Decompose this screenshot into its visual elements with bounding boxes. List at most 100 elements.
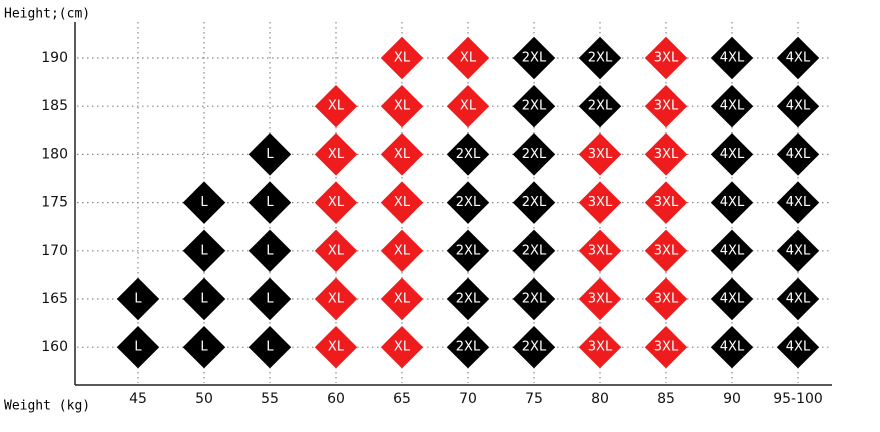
size-label: XL — [328, 340, 345, 355]
size-label: 3XL — [588, 292, 613, 307]
x-axis-title: Weight (kg) — [4, 399, 90, 414]
size-label: 3XL — [654, 99, 679, 114]
x-tick-label: 65 — [393, 391, 411, 407]
size-label: XL — [394, 340, 411, 355]
size-diamond — [380, 181, 424, 224]
y-tick-label: 185 — [41, 98, 68, 114]
size-label: XL — [394, 243, 411, 258]
size-label: 2XL — [456, 340, 481, 355]
size-label: XL — [328, 292, 345, 307]
size-diamond — [116, 325, 160, 369]
size-label: 4XL — [720, 292, 745, 307]
size-label: 4XL — [720, 195, 745, 210]
size-label: L — [266, 340, 274, 355]
x-tick-label: 55 — [261, 391, 279, 407]
y-tick-label: 170 — [41, 243, 68, 259]
x-tick-label: 75 — [525, 391, 543, 407]
size-label: 2XL — [456, 243, 481, 258]
size-diamond — [380, 325, 424, 369]
size-label: 4XL — [720, 147, 745, 162]
size-label: XL — [394, 292, 411, 307]
size-label: XL — [460, 51, 477, 66]
y-tick-label: 180 — [41, 146, 68, 162]
size-label: 2XL — [522, 292, 547, 307]
size-diamond — [446, 325, 490, 369]
size-label: XL — [394, 99, 411, 114]
size-label: 2XL — [522, 340, 547, 355]
size-label: 3XL — [654, 340, 679, 355]
size-diamond — [314, 277, 358, 321]
x-tick-label: 80 — [591, 391, 609, 407]
size-label: 4XL — [786, 243, 811, 258]
x-tick-label: 85 — [657, 391, 675, 407]
size-diamond — [314, 133, 358, 176]
size-label: 4XL — [786, 195, 811, 210]
size-label: 2XL — [456, 195, 481, 210]
size-label: 2XL — [456, 292, 481, 307]
size-diamond — [380, 277, 424, 321]
size-label: XL — [394, 147, 411, 162]
size-label: 4XL — [720, 99, 745, 114]
x-tick-label: 60 — [327, 391, 345, 407]
size-label: 3XL — [654, 243, 679, 258]
size-label: L — [200, 195, 208, 210]
size-label: 3XL — [654, 147, 679, 162]
size-label: 3XL — [588, 147, 613, 162]
size-diamond — [248, 181, 292, 224]
size-diamond — [182, 325, 226, 369]
x-tick-label: 45 — [129, 391, 147, 407]
size-label: 2XL — [588, 99, 613, 114]
size-label: 3XL — [588, 340, 613, 355]
size-diamond — [446, 36, 490, 80]
x-tick-label: 70 — [459, 391, 477, 407]
size-label: 2XL — [522, 99, 547, 114]
y-tick-label: 165 — [41, 291, 68, 307]
size-label: 3XL — [588, 243, 613, 258]
size-label: XL — [394, 51, 411, 66]
size-label: XL — [328, 243, 345, 258]
size-diamond — [380, 84, 424, 128]
y-tick-label: 190 — [41, 50, 68, 66]
size-label: L — [266, 147, 274, 162]
size-diamond — [380, 133, 424, 176]
size-label: 4XL — [720, 51, 745, 66]
size-label: 4XL — [786, 340, 811, 355]
size-label: L — [200, 292, 208, 307]
size-label: 2XL — [588, 51, 613, 66]
size-label: 4XL — [786, 147, 811, 162]
size-label: 2XL — [522, 51, 547, 66]
size-diamond — [248, 133, 292, 176]
size-label: L — [200, 243, 208, 258]
size-label: XL — [328, 99, 345, 114]
size-label: L — [200, 340, 208, 355]
size-label: XL — [328, 147, 345, 162]
size-label: 2XL — [456, 147, 481, 162]
size-diamond — [446, 181, 490, 224]
size-diamond — [314, 84, 358, 128]
size-diamond — [182, 277, 226, 321]
size-label: 4XL — [786, 99, 811, 114]
x-tick-label: 90 — [723, 391, 741, 407]
y-tick-label: 175 — [41, 195, 68, 211]
size-label: 3XL — [654, 292, 679, 307]
x-tick-label: 95-100 — [773, 391, 823, 407]
size-diamond — [380, 36, 424, 80]
size-label: 2XL — [522, 147, 547, 162]
size-label: L — [134, 292, 142, 307]
y-axis-title: Height;(cm) — [4, 7, 90, 22]
size-label: XL — [328, 195, 345, 210]
size-diamond — [446, 84, 490, 128]
size-label: XL — [394, 195, 411, 210]
size-label: 3XL — [654, 51, 679, 66]
size-label: L — [266, 292, 274, 307]
size-diamond — [314, 325, 358, 369]
size-label: 4XL — [786, 51, 811, 66]
size-diamond — [446, 133, 490, 176]
size-label: L — [266, 243, 274, 258]
size-label: 3XL — [588, 195, 613, 210]
size-diamond — [248, 277, 292, 321]
size-label: 4XL — [720, 340, 745, 355]
size-diamond — [314, 181, 358, 224]
size-label: L — [134, 340, 142, 355]
